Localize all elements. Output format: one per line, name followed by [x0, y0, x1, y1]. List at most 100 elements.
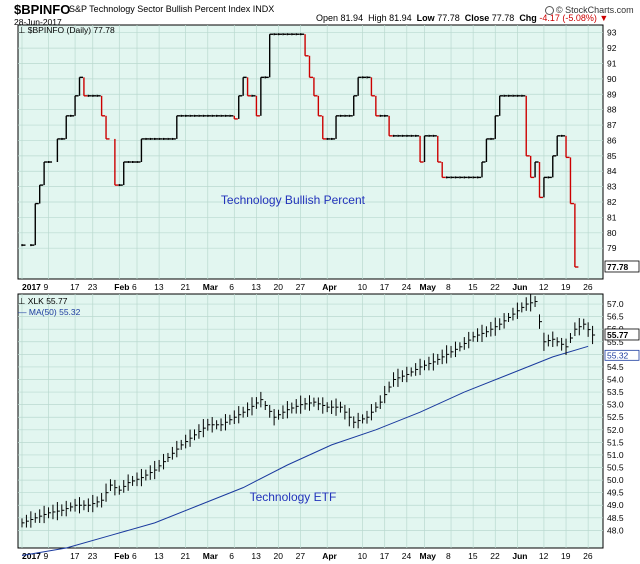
high-label: High: [368, 13, 387, 23]
y-tick-label: 51.0: [607, 450, 624, 460]
logo-icon: [545, 6, 554, 16]
x-tick-label: 6: [229, 282, 234, 292]
low-value: 77.78: [437, 13, 460, 23]
ma-last-value-label: 55.32: [607, 350, 629, 360]
x-tick-label: 6: [132, 282, 137, 292]
x-tick-label: 17: [70, 551, 80, 561]
close-value: 77.78: [491, 13, 515, 23]
x-tick-label: Jun: [512, 551, 527, 561]
x-tick-label: 12: [539, 551, 549, 561]
y-tick-label: 93: [607, 28, 617, 38]
exchange-label: INDX: [252, 4, 275, 14]
chart-date: 28-Jun-2017: [14, 17, 62, 27]
x-tick-label: 10: [358, 551, 368, 561]
x-tick-label: Apr: [322, 282, 337, 292]
y-tick-label: 54.0: [607, 375, 624, 385]
panel1-title: $BPINFO (Daily) 77.78: [27, 25, 115, 35]
x-tick-label: Apr: [322, 551, 337, 561]
x-tick-label: 20: [274, 282, 284, 292]
x-tick-label: 21: [181, 551, 191, 561]
index-name: S&P Technology Sector Bullish Percent In…: [69, 4, 251, 14]
y-tick-label: 85: [607, 151, 617, 161]
ohlc-icon: ⊥: [18, 25, 28, 35]
x-tick-label: 13: [154, 551, 164, 561]
x-tick-label: 22: [490, 282, 500, 292]
chart-annotation: Technology ETF: [250, 490, 337, 504]
last-value-label: 77.78: [607, 262, 629, 272]
ma-legend: — MA(50) 55.32: [18, 307, 80, 317]
x-tick-label: 17: [380, 551, 390, 561]
panel2-background: [17, 293, 604, 549]
x-tick-label: 22: [490, 551, 500, 561]
y-tick-label: 50.0: [607, 475, 624, 485]
y-tick-label: 49.0: [607, 500, 624, 510]
chart-annotation: Technology Bullish Percent: [221, 193, 366, 207]
x-tick-label: 8: [446, 551, 451, 561]
x-tick-label: 9: [44, 551, 49, 561]
chg-value: -4.17 (-5.08%): [539, 13, 597, 23]
ma-line: [21, 345, 589, 557]
y-tick-label: 88: [607, 105, 617, 115]
y-tick-label: 80: [607, 228, 617, 238]
x-tick-label: 2017: [22, 551, 41, 561]
x-tick-label: 6: [229, 551, 234, 561]
y-tick-label: 90: [607, 74, 617, 84]
x-tick-label: May: [420, 282, 437, 292]
y-tick-label: 87: [607, 120, 617, 130]
x-tick-label: Jun: [512, 282, 527, 292]
x-tick-label: 13: [251, 551, 261, 561]
ma-line-icon: —: [18, 307, 29, 317]
x-tick-label: 27: [296, 551, 306, 561]
panel2-title: XLK 55.77: [27, 296, 68, 306]
x-tick-label: 17: [70, 282, 80, 292]
y-tick-label: 83: [607, 182, 617, 192]
ma-title: MA(50) 55.32: [28, 307, 81, 317]
y-tick-label: 92: [607, 43, 617, 53]
open-value: 81.94: [340, 13, 364, 23]
x-tick-label: 12: [539, 282, 549, 292]
last-value-box: [604, 260, 640, 273]
ma-last-value-box: [604, 349, 640, 361]
last-value-label: 55.77: [607, 330, 629, 340]
panel1-legend: ⊥ $BPINFO (Daily) 77.78: [18, 25, 115, 36]
x-tick-label: 2017: [22, 282, 41, 292]
stockcharts-logo[interactable]: © StockCharts.com: [545, 5, 634, 16]
chart-symbol: $BPINFO: [14, 2, 71, 17]
y-tick-label: 54.5: [607, 362, 624, 372]
chart-name: S&P Technology Sector Bullish Percent In…: [69, 4, 274, 14]
panel2-legend: ⊥ XLK 55.77: [18, 296, 67, 307]
ohlc-summary: Open 81.94 High 81.94 Low 77.78 Close 77…: [316, 13, 608, 23]
last-value-box: [604, 328, 640, 341]
y-tick-label: 56.5: [607, 312, 624, 322]
x-tick-label: Feb: [114, 551, 129, 561]
x-tick-label: 19: [561, 551, 571, 561]
x-tick-label: 10: [358, 282, 368, 292]
x-tick-label: 17: [380, 282, 390, 292]
y-tick-label: 53.5: [607, 387, 624, 397]
y-tick-label: 49.5: [607, 488, 624, 498]
x-tick-label: 6: [132, 551, 137, 561]
close-label: Close: [464, 13, 490, 23]
x-tick-label: Mar: [203, 551, 219, 561]
y-tick-label: 86: [607, 135, 617, 145]
x-tick-label: 13: [154, 282, 164, 292]
ohlc-icon: ⊥: [18, 296, 28, 306]
y-tick-label: 52.5: [607, 412, 624, 422]
x-tick-label: 15: [468, 551, 478, 561]
x-tick-label: 19: [561, 282, 571, 292]
x-tick-label: 21: [181, 282, 191, 292]
y-tick-label: 89: [607, 89, 617, 99]
low-label: Low: [416, 13, 435, 23]
x-tick-label: 26: [583, 282, 593, 292]
x-tick-label: 15: [468, 282, 478, 292]
y-tick-label: 51.5: [607, 437, 624, 447]
x-tick-label: 8: [446, 282, 451, 292]
y-tick-label: 57.0: [607, 299, 624, 309]
y-tick-label: 52.0: [607, 425, 624, 435]
x-tick-label: 9: [44, 282, 49, 292]
x-tick-label: 23: [88, 282, 98, 292]
x-tick-label: May: [420, 551, 437, 561]
logo-text: © StockCharts.com: [556, 5, 634, 15]
y-tick-label: 48.5: [607, 513, 624, 523]
